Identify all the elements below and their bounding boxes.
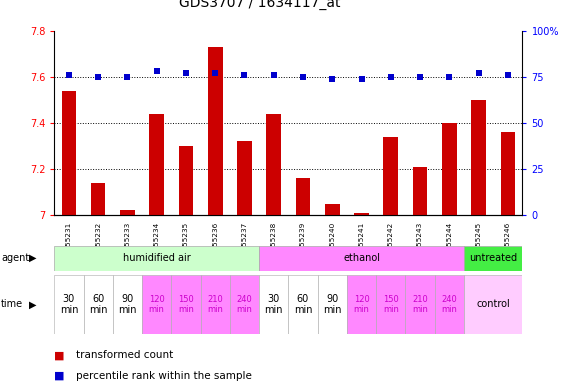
Bar bbox=[347, 275, 376, 334]
Bar bbox=[150, 114, 164, 215]
Text: ▶: ▶ bbox=[29, 299, 37, 310]
Text: ■: ■ bbox=[54, 371, 65, 381]
Bar bbox=[267, 114, 281, 215]
Bar bbox=[317, 275, 347, 334]
Bar bbox=[501, 132, 515, 215]
Point bbox=[240, 72, 249, 78]
Bar bbox=[413, 167, 427, 215]
Bar bbox=[325, 204, 340, 215]
Point bbox=[445, 74, 454, 80]
Text: control: control bbox=[476, 299, 510, 310]
Point bbox=[503, 72, 512, 78]
Text: 240
min: 240 min bbox=[236, 295, 252, 314]
Bar bbox=[208, 47, 223, 215]
Text: 240
min: 240 min bbox=[441, 295, 457, 314]
Bar bbox=[405, 275, 435, 334]
Text: 120
min: 120 min bbox=[353, 295, 369, 314]
Text: ethanol: ethanol bbox=[343, 253, 380, 263]
Text: humidified air: humidified air bbox=[123, 253, 191, 263]
Text: transformed count: transformed count bbox=[76, 350, 173, 360]
Text: 150
min: 150 min bbox=[178, 295, 194, 314]
Point bbox=[299, 74, 308, 80]
Text: 30
min: 30 min bbox=[264, 294, 283, 315]
Bar bbox=[376, 275, 405, 334]
Text: percentile rank within the sample: percentile rank within the sample bbox=[76, 371, 252, 381]
Bar bbox=[83, 275, 112, 334]
Point bbox=[474, 70, 483, 76]
Bar bbox=[288, 275, 317, 334]
Bar bbox=[91, 183, 106, 215]
Point bbox=[182, 70, 191, 76]
Text: 90
min: 90 min bbox=[118, 294, 136, 315]
Bar bbox=[54, 275, 83, 334]
Bar bbox=[442, 123, 457, 215]
Text: 210
min: 210 min bbox=[412, 295, 428, 314]
Text: ■: ■ bbox=[54, 350, 65, 360]
Bar bbox=[113, 275, 142, 334]
Text: 210
min: 210 min bbox=[207, 295, 223, 314]
Text: ▶: ▶ bbox=[29, 253, 37, 263]
Bar bbox=[259, 246, 464, 271]
Point bbox=[65, 72, 74, 78]
Text: time: time bbox=[1, 299, 23, 310]
Point bbox=[211, 70, 220, 76]
Bar bbox=[179, 146, 193, 215]
Text: 60
min: 60 min bbox=[89, 294, 107, 315]
Point bbox=[269, 72, 278, 78]
Text: untreated: untreated bbox=[469, 253, 517, 263]
Text: 30
min: 30 min bbox=[59, 294, 78, 315]
Bar bbox=[384, 137, 398, 215]
Bar bbox=[237, 141, 252, 215]
Bar bbox=[435, 275, 464, 334]
Bar bbox=[54, 246, 259, 271]
Text: GDS3707 / 1634117_at: GDS3707 / 1634117_at bbox=[179, 0, 340, 10]
Bar bbox=[464, 275, 522, 334]
Bar bbox=[62, 91, 76, 215]
Bar bbox=[200, 275, 230, 334]
Point bbox=[386, 74, 395, 80]
Point bbox=[357, 76, 366, 82]
Text: 150
min: 150 min bbox=[383, 295, 399, 314]
Point bbox=[94, 74, 103, 80]
Point bbox=[152, 68, 161, 74]
Point bbox=[123, 74, 132, 80]
Bar bbox=[120, 210, 135, 215]
Text: 120
min: 120 min bbox=[148, 295, 164, 314]
Bar bbox=[171, 275, 200, 334]
Bar bbox=[230, 275, 259, 334]
Bar bbox=[142, 275, 171, 334]
Point bbox=[416, 74, 425, 80]
Bar bbox=[471, 100, 486, 215]
Bar bbox=[259, 275, 288, 334]
Text: 60
min: 60 min bbox=[293, 294, 312, 315]
Text: agent: agent bbox=[1, 253, 29, 263]
Text: 90
min: 90 min bbox=[323, 294, 341, 315]
Bar bbox=[464, 246, 522, 271]
Bar bbox=[296, 178, 310, 215]
Bar bbox=[354, 213, 369, 215]
Point bbox=[328, 76, 337, 82]
